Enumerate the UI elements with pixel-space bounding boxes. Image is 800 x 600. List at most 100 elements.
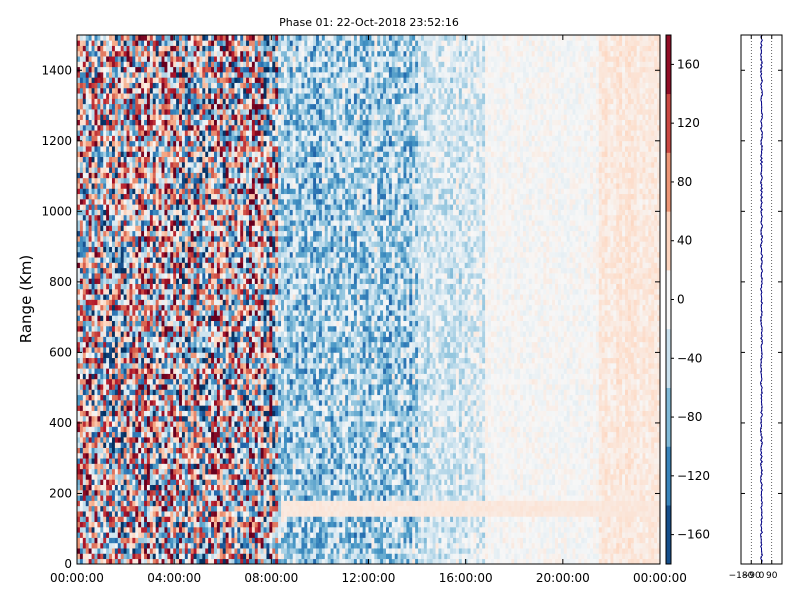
heatmap-cell [159, 104, 162, 110]
heatmap-cell [150, 262, 153, 268]
heatmap-cell [103, 337, 106, 343]
heatmap-cell [109, 490, 112, 496]
heatmap-cell [115, 204, 118, 210]
heatmap-cell [112, 125, 115, 131]
heatmap-cell [138, 273, 141, 279]
heatmap-cell [144, 522, 147, 528]
heatmap-cell [103, 104, 106, 110]
heatmap-cell [115, 162, 118, 168]
heatmap-cell [124, 516, 127, 522]
heatmap-cell [115, 463, 118, 469]
heatmap-cell [103, 93, 106, 99]
heatmap-cell [167, 141, 170, 147]
heatmap-cell [129, 104, 132, 110]
heatmap-cell [141, 400, 144, 406]
heatmap-cell [132, 553, 135, 559]
heatmap-cell [106, 56, 109, 62]
heatmap-cell [179, 56, 182, 62]
heatmap-cell [89, 257, 92, 263]
heatmap-cell [156, 268, 159, 274]
heatmap-cell [159, 241, 162, 247]
heatmap-cell [141, 453, 144, 459]
heatmap-cell [173, 46, 176, 52]
heatmap-cell [106, 114, 109, 120]
heatmap-cell [159, 458, 162, 464]
heatmap-cell [118, 395, 121, 401]
heatmap-cell [176, 77, 179, 83]
heatmap-cell [129, 199, 132, 205]
heatmap-cell [147, 315, 150, 321]
heatmap-cell [127, 109, 130, 115]
heatmap-cell [129, 183, 132, 189]
heatmap-cell [150, 358, 153, 364]
heatmap-cell [121, 35, 124, 41]
heatmap-cell [162, 501, 165, 507]
heatmap-cell [150, 548, 153, 554]
heatmap-cell [92, 442, 95, 448]
heatmap-cell [153, 194, 156, 200]
heatmap-cell [80, 469, 83, 475]
heatmap-cell [150, 352, 153, 358]
heatmap-cell [94, 342, 97, 348]
heatmap-cell [97, 183, 100, 189]
heatmap-cell [106, 40, 109, 46]
heatmap-cell [164, 56, 167, 62]
heatmap-cell [86, 352, 89, 358]
heatmap-cell [127, 352, 130, 358]
heatmap-cell [147, 490, 150, 496]
heatmap-cell [138, 358, 141, 364]
heatmap-cell [162, 46, 165, 52]
heatmap-cell [127, 448, 130, 454]
heatmap-cell [89, 40, 92, 46]
heatmap-cell [138, 225, 141, 231]
heatmap-cell [115, 448, 118, 454]
heatmap-cell [92, 141, 95, 147]
heatmap-cell [147, 109, 150, 115]
heatmap-cell [141, 67, 144, 73]
heatmap-cell [179, 104, 182, 110]
heatmap-cell [100, 294, 103, 300]
heatmap-cell [94, 463, 97, 469]
heatmap-cell [138, 342, 141, 348]
heatmap-cell [156, 321, 159, 327]
heatmap-cell [121, 405, 124, 411]
heatmap-cell [176, 501, 179, 507]
heatmap-cell [124, 236, 127, 242]
heatmap-cell [159, 326, 162, 332]
heatmap-cell [129, 225, 132, 231]
heatmap-cell [135, 379, 138, 385]
heatmap-cell [127, 326, 130, 332]
heatmap-cell [83, 51, 86, 57]
heatmap-cell [135, 421, 138, 427]
heatmap-cell [109, 93, 112, 99]
heatmap-cell [164, 426, 167, 432]
heatmap-cell [112, 532, 115, 538]
heatmap-cell [80, 61, 83, 67]
heatmap-cell [179, 432, 182, 438]
heatmap-cell [103, 56, 106, 62]
heatmap-cell [135, 167, 138, 173]
heatmap-cell [164, 511, 167, 517]
heatmap-cell [156, 83, 159, 89]
heatmap-cell [164, 35, 167, 41]
heatmap-cell [127, 331, 130, 337]
heatmap-cell [173, 405, 176, 411]
heatmap-cell [179, 384, 182, 390]
heatmap-cell [89, 400, 92, 406]
heatmap-cell [170, 310, 173, 316]
heatmap-cell [141, 210, 144, 216]
heatmap-cell [141, 130, 144, 136]
heatmap-cell [118, 458, 121, 464]
heatmap-cell [89, 252, 92, 258]
heatmap-cell [147, 463, 150, 469]
heatmap-cell [132, 363, 135, 369]
heatmap-cell [115, 416, 118, 422]
heatmap-cell [153, 305, 156, 311]
heatmap-cell [156, 305, 159, 311]
heatmap-cell [121, 109, 124, 115]
heatmap-cell [144, 173, 147, 179]
heatmap-cell [127, 337, 130, 343]
heatmap-cell [156, 284, 159, 290]
heatmap-cell [100, 516, 103, 522]
heatmap-cell [129, 532, 132, 538]
